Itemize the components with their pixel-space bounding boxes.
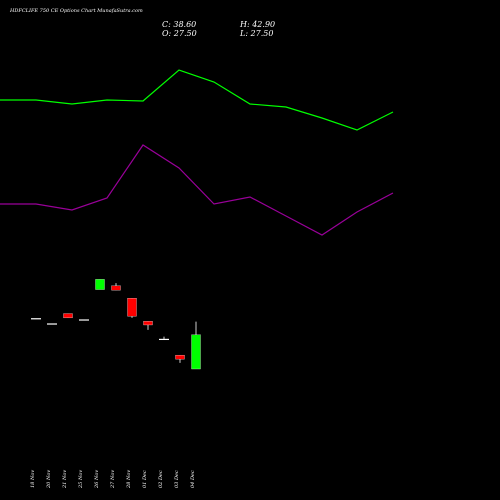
high-value: H: 42.90: [240, 20, 276, 29]
low-value: L: 27.50: [240, 29, 274, 38]
chart-title: HDFCLIFE 750 CE Options Chart MunafaSutr…: [10, 8, 143, 14]
candle-body: [95, 279, 105, 290]
candle-body: [143, 321, 153, 326]
x-tick-label: 18 Nov: [30, 470, 36, 488]
x-tick-label: 28 Nov: [126, 470, 132, 489]
x-tick-label: 26 Nov: [94, 470, 100, 489]
candle-body: [111, 285, 121, 291]
candle-body: [47, 323, 57, 325]
indicator-line-2: [0, 144, 394, 236]
close-value: C: 38.60: [162, 20, 197, 29]
candle-body: [127, 298, 137, 317]
x-tick-label: 01 Dec: [142, 470, 148, 488]
candle-body: [159, 338, 169, 341]
candle-body: [191, 334, 201, 370]
x-tick-label: 02 Dec: [158, 470, 164, 488]
candle-body: [175, 354, 185, 360]
x-tick-label: 27 Nov: [110, 470, 116, 489]
open-value: O: 27.50: [162, 29, 197, 38]
x-tick-label: 20 Nov: [46, 470, 52, 489]
candle-body: [79, 319, 89, 321]
candle-body: [63, 313, 73, 319]
candle-body: [31, 318, 41, 320]
x-tick-label: 03 Dec: [174, 470, 180, 488]
x-tick-label: 04 Dec: [190, 470, 196, 488]
indicator-line-1: [0, 69, 394, 131]
x-tick-label: 21 Nov: [62, 470, 68, 489]
x-tick-label: 25 Nov: [78, 470, 84, 489]
